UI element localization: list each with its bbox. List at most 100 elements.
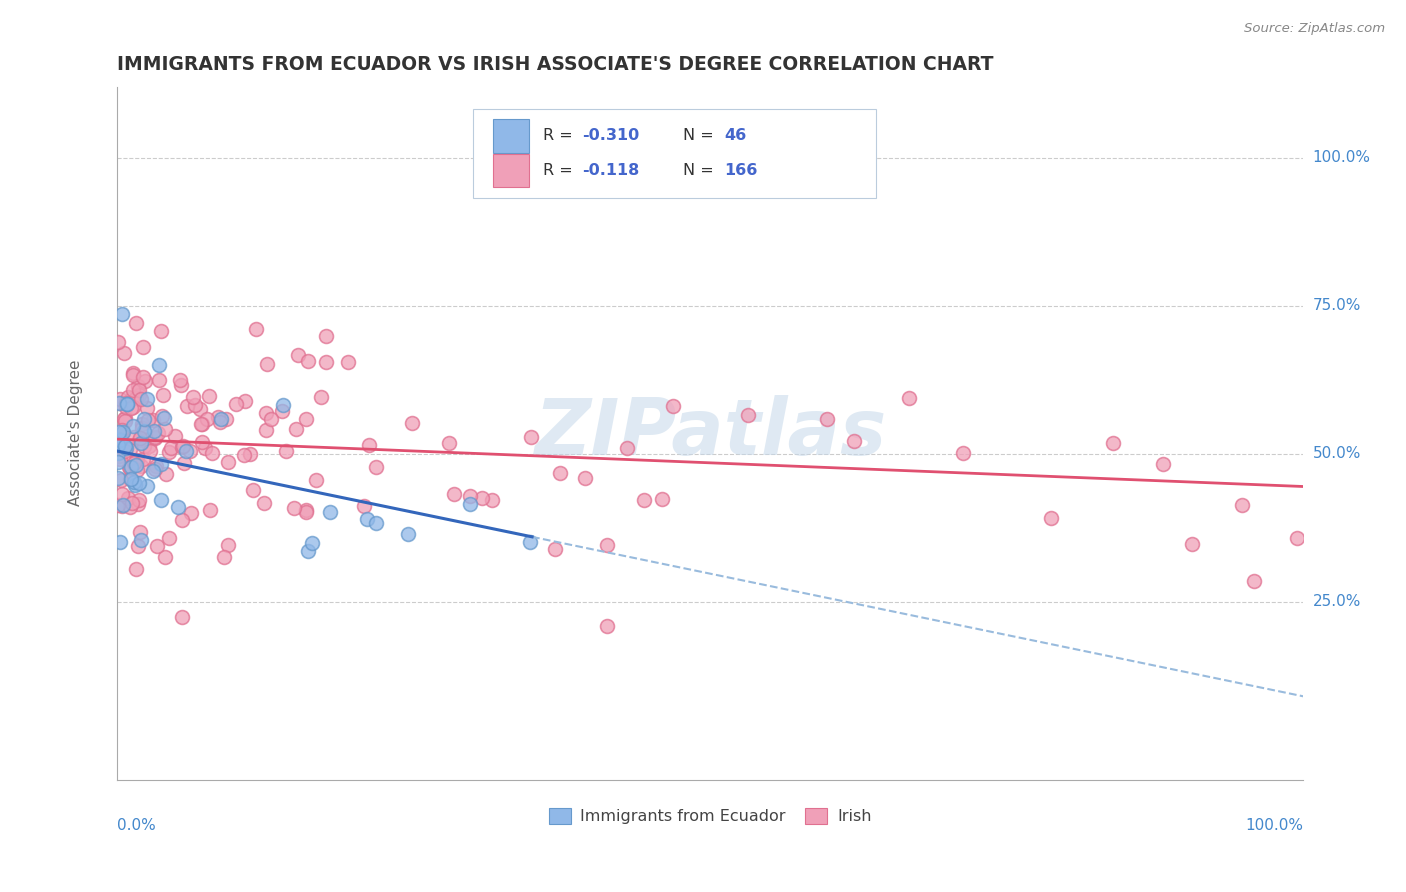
Point [173, 456, 195, 470]
Point [110, 534, 132, 549]
Point [662, 399, 685, 413]
Point [129, 458, 152, 473]
Text: 100.0%: 100.0% [1313, 151, 1371, 165]
Point [107, 498, 129, 512]
Point [1285, 531, 1308, 545]
Point [114, 438, 136, 452]
Point [122, 383, 145, 397]
Point [548, 466, 571, 480]
Point [108, 449, 131, 463]
Point [135, 392, 157, 406]
Point [157, 444, 180, 458]
Point [128, 434, 150, 448]
Point [217, 538, 239, 552]
Point [169, 373, 191, 387]
Point [471, 491, 494, 505]
Point [481, 493, 503, 508]
Point [134, 374, 156, 388]
Point [128, 524, 150, 539]
Point [167, 500, 190, 515]
Point [284, 422, 307, 436]
Point [198, 503, 221, 517]
Point [118, 500, 141, 514]
Point [315, 329, 337, 343]
Point [127, 379, 149, 393]
Point [125, 316, 148, 330]
Point [143, 429, 166, 443]
Text: R =: R = [543, 163, 578, 178]
Point [131, 533, 153, 548]
Point [239, 448, 262, 462]
Point [458, 489, 481, 503]
Point [108, 425, 131, 439]
Point [301, 536, 323, 550]
Point [157, 532, 180, 546]
Point [364, 460, 387, 475]
Point [146, 425, 169, 440]
Point [1152, 457, 1174, 471]
Point [297, 544, 319, 558]
Point [574, 470, 596, 484]
Text: 166: 166 [724, 163, 758, 178]
Point [364, 516, 387, 531]
Point [179, 444, 201, 458]
Point [115, 400, 138, 414]
Point [152, 388, 174, 402]
Text: ZIPatlas: ZIPatlas [534, 395, 886, 471]
Point [174, 444, 197, 458]
Point [1102, 435, 1125, 450]
Point [297, 353, 319, 368]
Point [149, 457, 172, 471]
Point [122, 419, 145, 434]
Point [544, 542, 567, 557]
Point [198, 389, 221, 403]
Point [256, 358, 278, 372]
Point [117, 491, 139, 506]
Point [295, 412, 318, 426]
Point [125, 391, 148, 405]
FancyBboxPatch shape [494, 120, 529, 153]
Point [212, 549, 235, 564]
Point [136, 413, 159, 427]
Point [111, 423, 134, 437]
Point [108, 451, 131, 466]
Point [195, 412, 218, 426]
Point [143, 462, 166, 476]
Point [108, 432, 131, 446]
Point [112, 412, 135, 426]
Point [120, 472, 142, 486]
Point [193, 441, 215, 455]
Point [153, 410, 176, 425]
Point [245, 322, 267, 336]
Point [143, 424, 166, 438]
Point [127, 539, 149, 553]
Point [120, 401, 142, 415]
Point [153, 421, 176, 435]
Point [353, 499, 375, 513]
Point [128, 388, 150, 402]
Point [305, 473, 328, 487]
Point [150, 409, 173, 424]
Point [107, 446, 129, 460]
Point [180, 506, 202, 520]
Point [114, 441, 136, 455]
Point [135, 479, 157, 493]
Point [129, 436, 152, 450]
Point [138, 439, 160, 453]
Point [172, 439, 194, 453]
Point [651, 491, 673, 506]
Point [115, 396, 138, 410]
Text: -0.310: -0.310 [582, 128, 640, 144]
Point [254, 423, 277, 437]
Point [110, 395, 132, 409]
Text: 100.0%: 100.0% [1246, 818, 1303, 833]
Point [315, 355, 337, 369]
Point [111, 426, 134, 441]
Point [188, 402, 211, 417]
Point [271, 398, 294, 412]
Point [114, 410, 136, 425]
Point [141, 464, 163, 478]
Point [131, 417, 153, 431]
Point [125, 458, 148, 472]
Point [737, 408, 759, 422]
